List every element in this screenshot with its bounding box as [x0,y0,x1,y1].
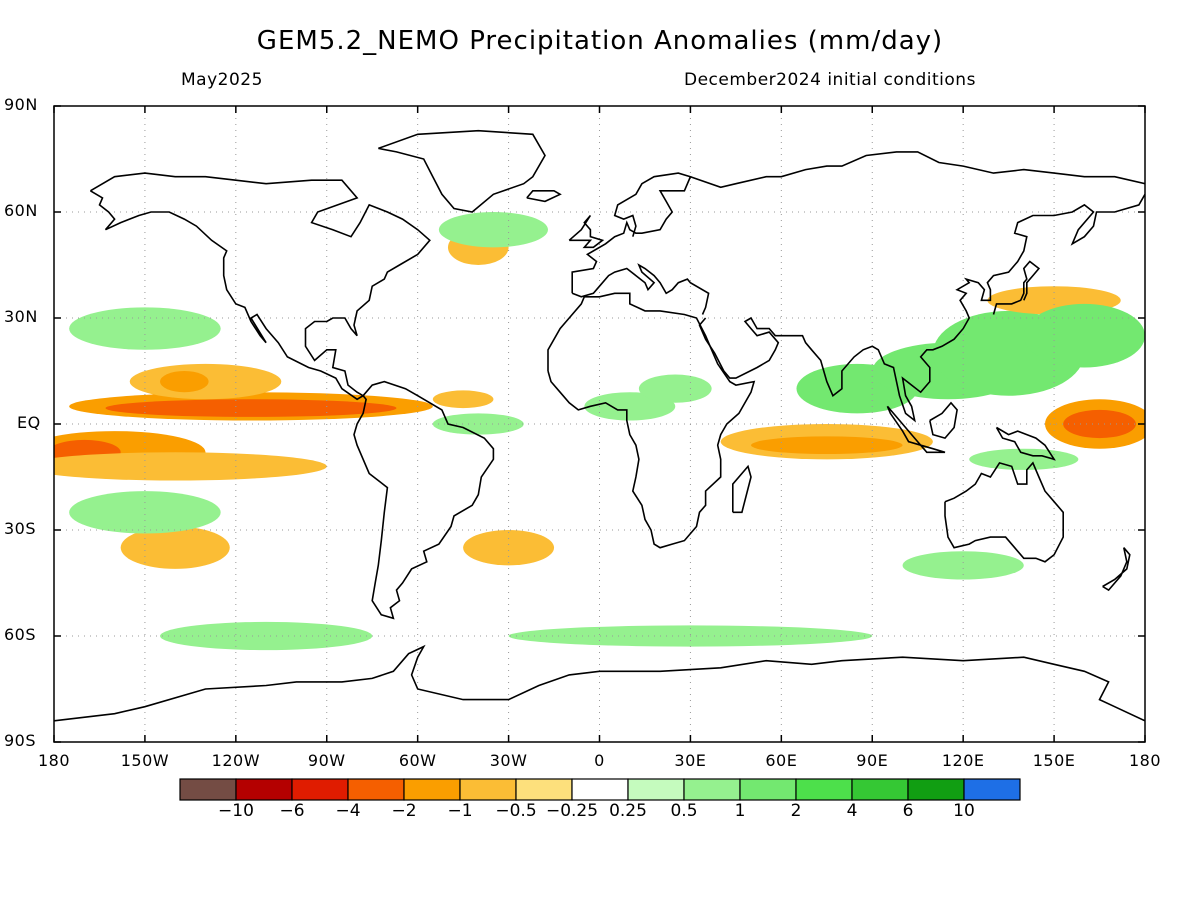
anomaly-region-8 [160,621,373,651]
axis-ticks [53,105,1146,743]
colorbar-swatch [459,778,517,801]
coastline-11 [886,405,924,447]
lon-label: 90W [307,751,346,770]
colorbar-label: −4 [335,801,361,821]
lon-label: 60W [398,751,437,770]
anomaly-region-13 [463,530,555,566]
lat-label: 30S [4,519,37,538]
anomaly-region-15 [438,212,548,248]
coastline-16 [568,214,605,249]
coastline-5 [571,263,710,315]
colorbar-swatch [571,778,629,801]
lon-label: 120W [211,751,261,770]
colorbar-label: −10 [218,801,254,821]
colorbar [179,778,1021,801]
anomaly-region-24 [1063,409,1136,439]
lon-label: 150W [120,751,170,770]
colorbar-swatch [683,778,741,801]
lon-label: 30W [489,751,528,770]
coastline-8 [992,260,1041,315]
lon-label: 120E [941,751,985,770]
colorbar-label: 2 [790,801,802,821]
colorbar-swatch [739,778,797,801]
anomaly-region-19 [751,436,903,455]
coastlines [54,129,1145,722]
colorbar-label: 6 [902,801,914,821]
colorbar-swatch [291,778,349,801]
map-title: GEM5.2_NEMO Precipitation Anomalies (mm/… [256,26,944,56]
coastline-0 [89,172,431,401]
colorbar-swatch [179,778,237,801]
colorbar-swatch [851,778,909,801]
colorbar-label: −1 [447,801,473,821]
anomaly-region-4 [54,452,327,481]
coastline-3 [547,292,756,549]
lon-label: 150E [1032,751,1076,770]
graticule [54,106,1145,742]
colorbar-label: 1 [734,801,746,821]
initial-conditions-label: December2024 initial conditions [684,70,976,90]
coastline-2 [378,129,546,213]
colorbar-swatch [627,778,685,801]
colorbar-swatch [347,778,405,801]
colorbar-label: −6 [279,801,305,821]
anomaly-region-27 [902,551,1024,580]
anomaly-region-6 [160,371,209,393]
anomaly-region-1 [105,399,397,417]
colorbar-swatch [907,778,965,801]
colorbar-swatch [963,778,1021,801]
coastline-15 [54,644,1145,722]
lat-label: EQ [17,413,41,432]
colorbar-label: −0.25 [545,801,599,821]
coastline-6 [690,151,1145,189]
anomaly-region-29 [969,448,1079,470]
lon-label: 90E [856,751,889,770]
coastline-17 [526,190,562,203]
coastline-13 [929,401,958,440]
colorbar-swatch [403,778,461,801]
colorbar-label: −0.5 [495,801,537,821]
colorbar-label: 0.5 [670,801,698,821]
lon-label: 180 [37,751,71,770]
anomaly-region-26 [1023,303,1145,368]
coastline-9 [944,461,1064,563]
anomaly-region-10 [69,491,221,534]
forecast-month: May2025 [181,70,263,90]
colorbar-label: 10 [953,801,975,821]
lat-label: 90N [4,95,38,114]
anomaly-region-7 [120,526,230,569]
lat-label: 90S [4,731,37,750]
lon-label: 60E [765,751,798,770]
coastline-1 [353,380,495,620]
coastline-18 [1102,547,1131,592]
anomaly-field [54,212,1145,651]
lon-label: 0 [594,751,605,770]
lat-label: 60N [4,201,38,220]
coastline-7 [698,193,1145,423]
lat-label: 60S [4,625,37,644]
colorbar-label: 0.25 [609,801,647,821]
anomaly-region-12 [432,390,494,409]
coastline-12 [920,444,946,454]
lon-label: 30E [674,751,707,770]
colorbar-label: −2 [391,801,417,821]
lat-label: 30N [4,307,38,326]
anomaly-region-11 [432,413,524,435]
colorbar-swatch [795,778,853,801]
coastline-14 [995,426,1056,461]
colorbar-swatch [515,778,573,801]
coastline-4 [571,172,692,294]
colorbar-swatch [235,778,293,801]
coastline-10 [732,464,752,514]
lon-label: 180 [1128,751,1162,770]
colorbar-label: 4 [846,801,858,821]
anomaly-region-17 [638,374,712,403]
